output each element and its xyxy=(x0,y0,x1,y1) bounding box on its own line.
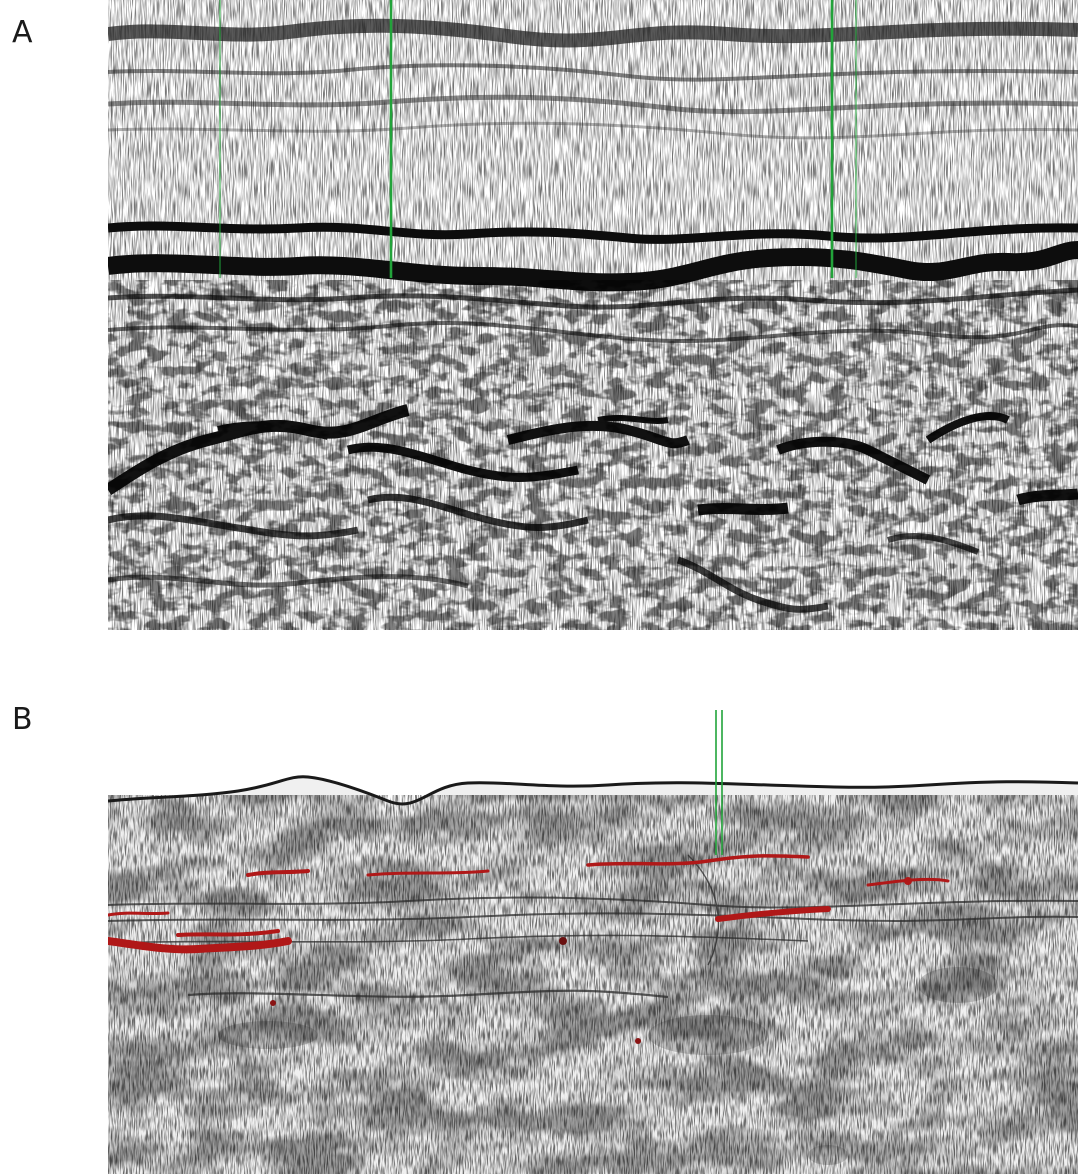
panel-b-surface-line xyxy=(108,775,1078,806)
panel-a-top-bands xyxy=(108,18,1078,140)
radargram-b xyxy=(108,705,1078,1174)
panel-b-deep-blotches xyxy=(218,967,998,1165)
panel-a-markers xyxy=(219,0,857,278)
panel-b-marker xyxy=(715,710,723,855)
radargram-a xyxy=(108,0,1078,630)
panel-label-a: A xyxy=(12,15,33,50)
panel-label-b: B xyxy=(12,702,33,737)
panel-b-fill xyxy=(108,776,1078,1174)
panel-b-layers xyxy=(108,854,1078,1005)
panel-a-speckle xyxy=(108,280,1078,630)
panel-b-red-reflectors xyxy=(108,854,950,1044)
